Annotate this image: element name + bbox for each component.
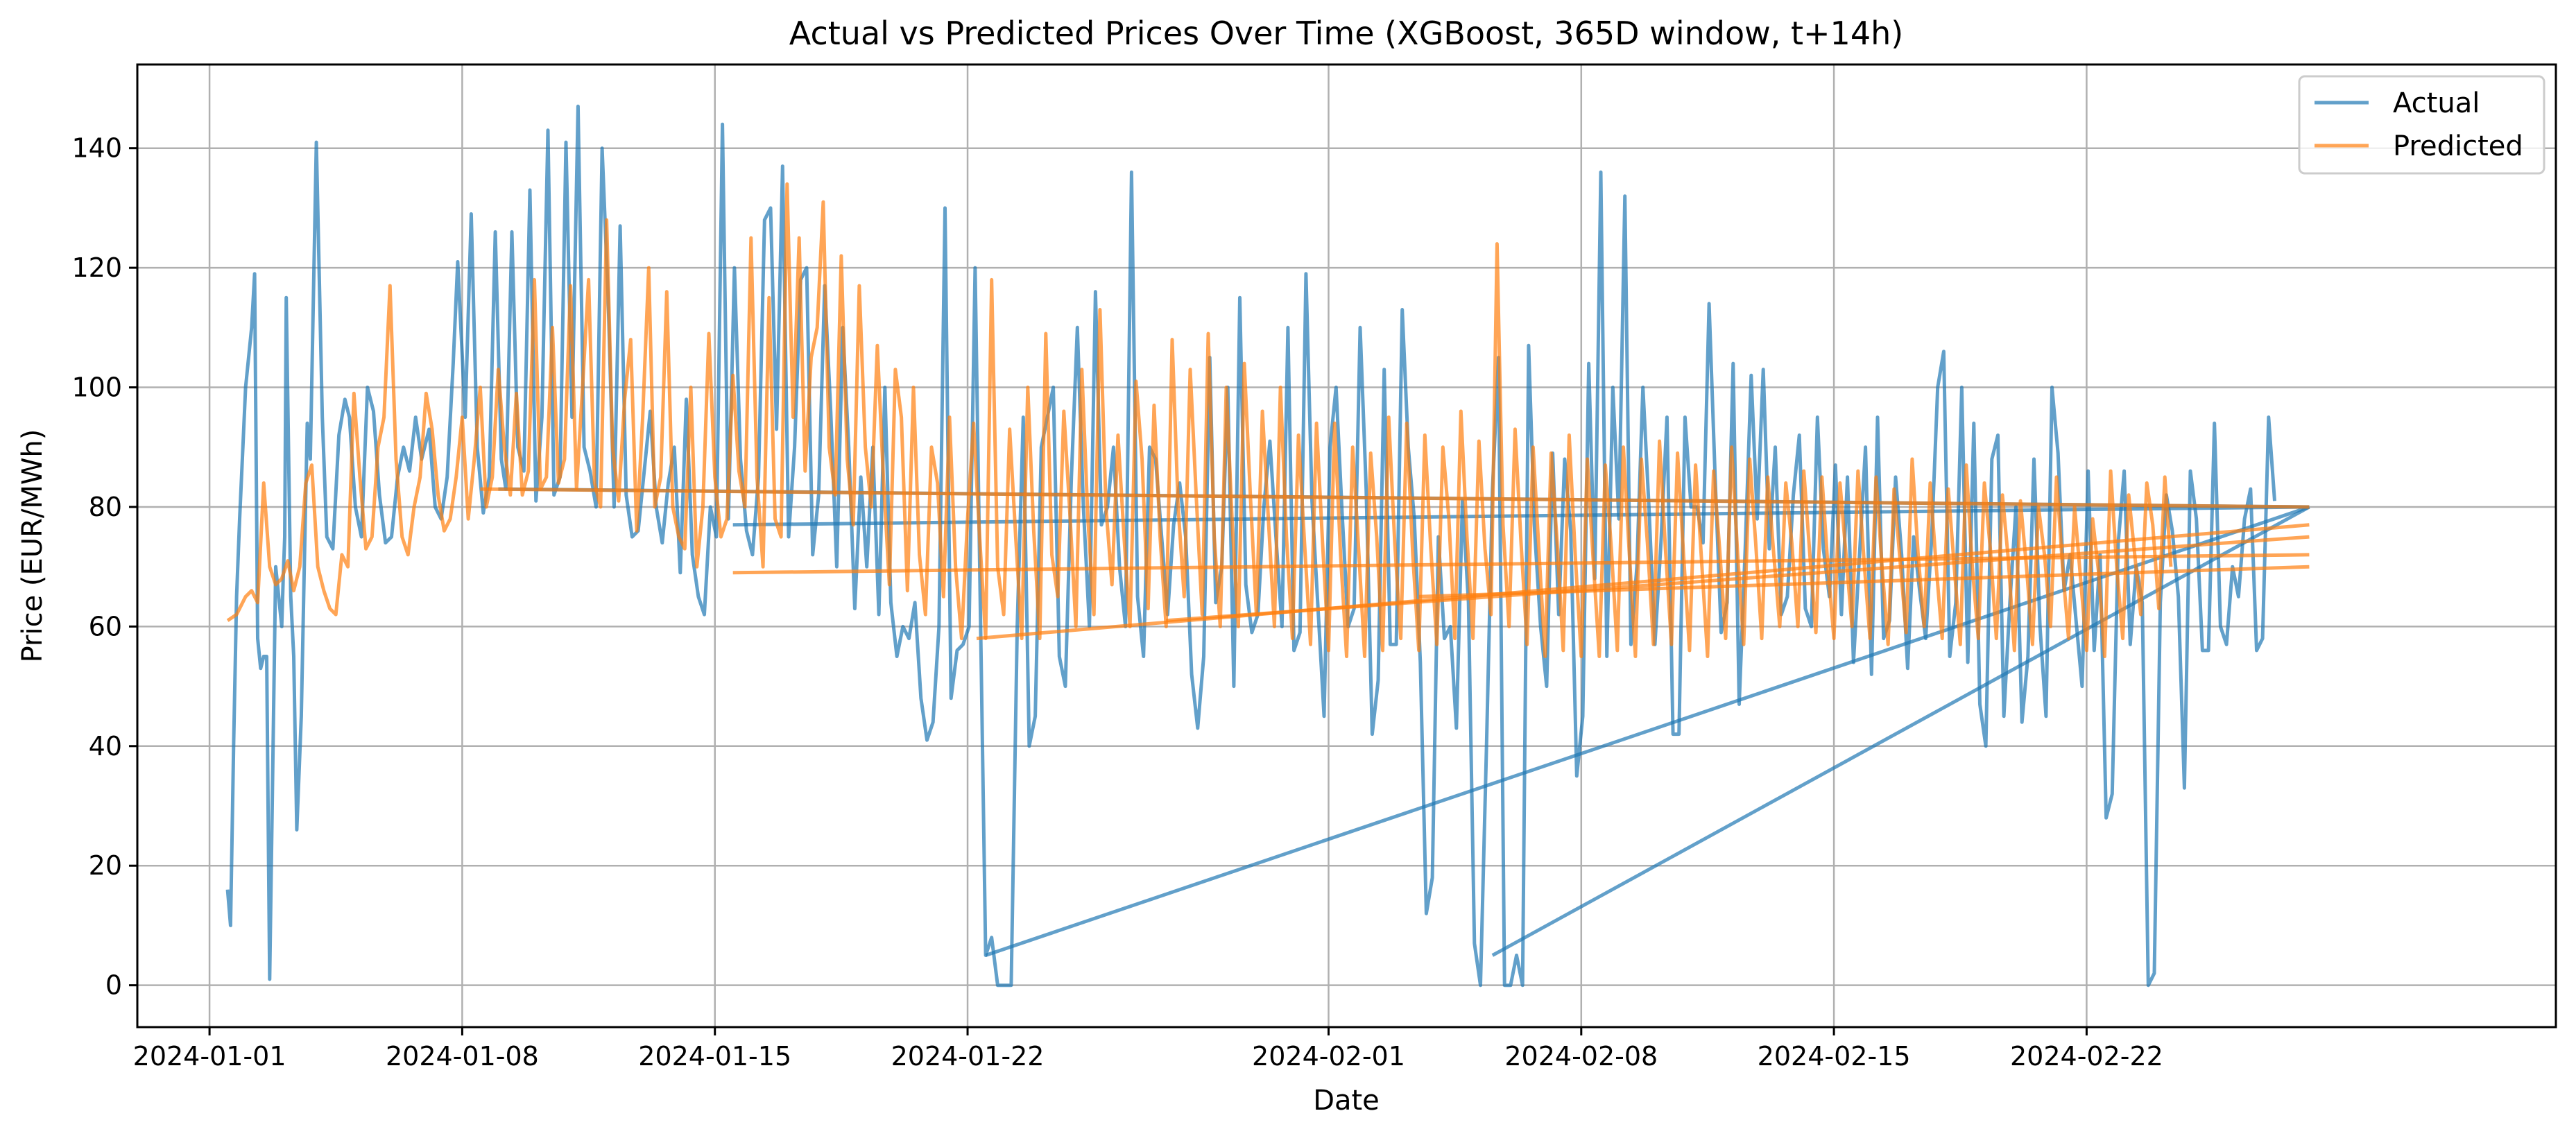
series-line-predicted bbox=[1166, 535, 2310, 623]
y-tick-label: 60 bbox=[89, 611, 122, 642]
y-tick-label: 20 bbox=[89, 850, 122, 881]
y-tick-label: 40 bbox=[89, 731, 122, 761]
x-tick-label: 2024-02-08 bbox=[1504, 1041, 1658, 1072]
x-tick-label: 2024-01-01 bbox=[133, 1041, 286, 1072]
x-tick-label: 2024-01-15 bbox=[638, 1041, 791, 1072]
series-lines bbox=[225, 104, 2310, 988]
legend-frame bbox=[2298, 75, 2545, 175]
y-tick-label: 80 bbox=[89, 492, 122, 522]
x-axis-label: Date bbox=[1313, 1085, 1380, 1117]
series-line-predicted bbox=[480, 487, 2310, 509]
x-tick-label: 2024-01-22 bbox=[891, 1041, 1045, 1072]
series-line-actual bbox=[1491, 505, 2310, 957]
y-tick-label: 140 bbox=[71, 133, 122, 164]
x-tick-label: 2024-02-01 bbox=[1252, 1041, 1405, 1072]
legend: Actual Predicted bbox=[2298, 75, 2545, 175]
series-line-predicted bbox=[1418, 565, 2310, 599]
y-tick-label: 120 bbox=[71, 252, 122, 283]
plot-frame bbox=[136, 63, 2557, 1029]
x-tick-label: 2024-02-22 bbox=[2010, 1041, 2163, 1072]
x-tick-label: 2024-02-15 bbox=[1758, 1041, 1911, 1072]
x-axis-ticks: 2024-01-01 2024-01-08 2024-01-15 2024-01-22… bbox=[133, 1027, 2163, 1072]
y-tick-label: 100 bbox=[71, 372, 122, 403]
x-tick-label: 2024-01-08 bbox=[386, 1041, 539, 1072]
series-line-predicted bbox=[226, 182, 2173, 658]
legend-label-actual: Actual bbox=[2393, 87, 2480, 119]
y-axis-label: Price (EUR/MWh) bbox=[17, 429, 49, 663]
y-tick-label: 0 bbox=[105, 970, 122, 1001]
legend-label-predicted: Predicted bbox=[2393, 130, 2523, 162]
series-predicted bbox=[226, 182, 2310, 658]
grid-lines bbox=[137, 64, 2556, 1027]
chart-title: Actual vs Predicted Prices Over Time (XG… bbox=[789, 15, 1903, 52]
y-axis-ticks: 0 20 40 60 80 100 120 140 bbox=[71, 133, 137, 1001]
